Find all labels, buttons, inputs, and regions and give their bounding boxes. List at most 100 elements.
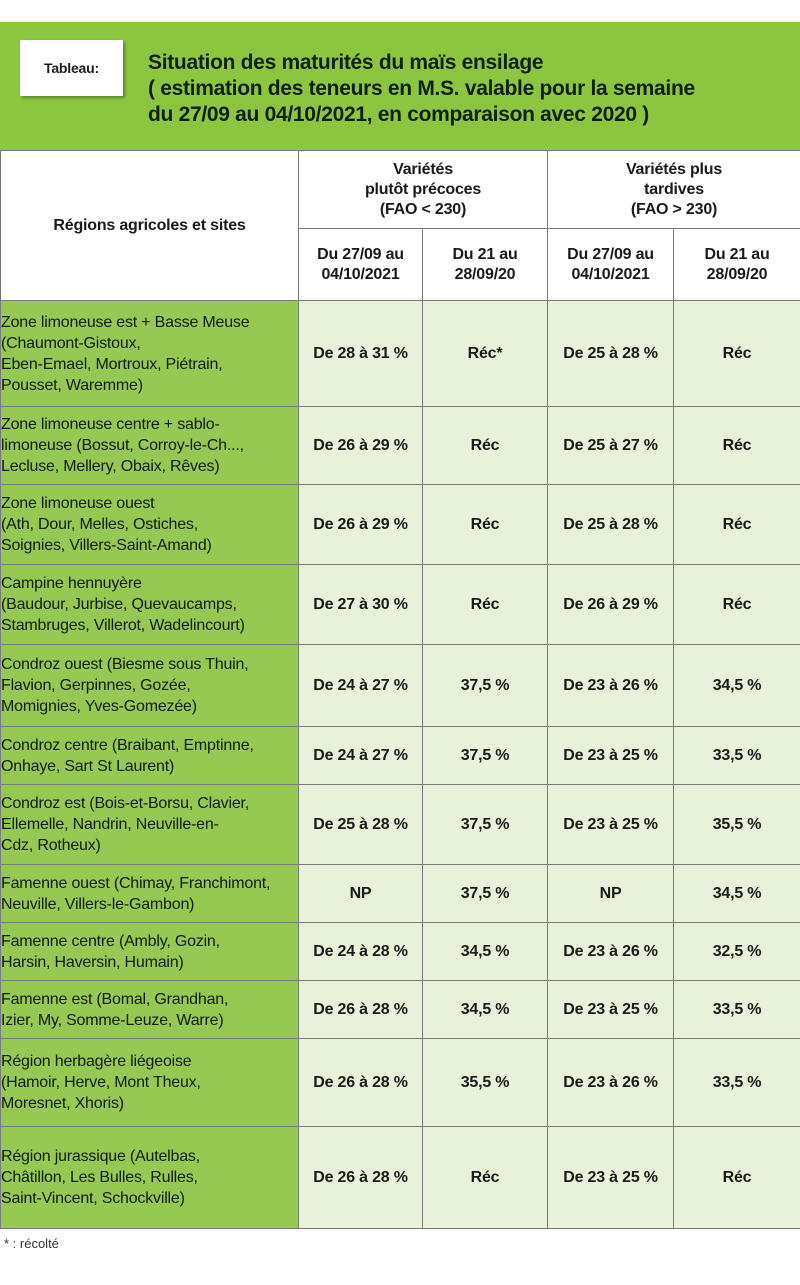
table-body: Zone limoneuse est + Basse Meuse (Chaumon… (0, 300, 800, 1229)
region-line: Châtillon, Les Bulles, Rulles, (1, 1169, 198, 1186)
region-line: Région herbagère liégeoise (1, 1053, 192, 1070)
region-cell: Condroz est (Bois-et-Borsu, Clavier, Elle… (0, 784, 299, 865)
value-cell: De 23 à 25 % (547, 726, 675, 785)
value-cell: 34,5 % (673, 864, 800, 923)
period-line: 28/09/20 (454, 265, 516, 283)
table-row: Région jurassique (Autelbas, Châtillon, L… (0, 1126, 800, 1229)
table-row: Famenne ouest (Chimay, Franchimont, Neuvi… (0, 864, 800, 923)
table-row: Famenne est (Bomal, Grandhan, Izier, My, … (0, 980, 800, 1039)
value-cell: 35,5 % (421, 1038, 549, 1127)
period-header: Du 27/09 au 04/10/2021 (298, 228, 423, 301)
region-line: Lecluse, Mellery, Obaix, Rêves) (1, 458, 220, 475)
value-cell: 33,5 % (673, 980, 800, 1039)
value-cell: De 24 à 27 % (298, 644, 423, 727)
region-line: Famenne ouest (Chimay, Franchimont, (1, 874, 271, 892)
value-cell: Réc (673, 300, 800, 407)
value-cell: De 26 à 28 % (298, 1038, 423, 1127)
region-line: Zone limoneuse est + Basse Meuse (1, 313, 250, 331)
period-line: Du 27/09 au (567, 245, 654, 263)
value-cell: Réc (673, 564, 800, 645)
group-header-late: Variétés plus tardives (FAO > 230) (547, 150, 800, 229)
value-cell: 33,5 % (673, 726, 800, 785)
value-cell: De 23 à 25 % (547, 980, 675, 1039)
table-row: Condroz centre (Braibant, Emptinne, Onhay… (0, 726, 800, 785)
region-line: (Baudour, Jurbise, Quevaucamps, (1, 596, 237, 613)
table-row: Famenne centre (Ambly, Gozin, Harsin, Hav… (0, 922, 800, 981)
value-cell: NP (298, 864, 423, 923)
title-line: ( estimation des teneurs en M.S. valable… (148, 77, 695, 100)
group-header-early: Variétés plutôt précoces (FAO < 230) (297, 150, 549, 229)
region-cell: Famenne centre (Ambly, Gozin, Harsin, Hav… (0, 922, 299, 981)
group-header-line: Variétés plus (625, 160, 723, 178)
maturity-table: Régions agricoles et sites Variétés plut… (0, 150, 800, 1229)
region-line: (Chaumont-Gistoux, (1, 334, 141, 352)
region-line: Neuville, Villers-le-Gambon) (1, 895, 195, 913)
period-line: 04/10/2021 (571, 265, 650, 283)
value-cell: Réc* (421, 300, 549, 407)
period-line: 04/10/2021 (321, 265, 400, 283)
value-cell: 34,5 % (421, 980, 549, 1039)
table-row: Région herbagère liégeoise (Hamoir, Herve… (0, 1038, 800, 1127)
value-cell: De 26 à 29 % (298, 406, 423, 485)
period-line: Du 21 au (704, 245, 770, 263)
region-line: Région jurassique (Autelbas, (1, 1148, 200, 1165)
region-cell: Zone limoneuse ouest (Ath, Dour, Melles, … (0, 484, 299, 565)
value-cell: 34,5 % (673, 644, 800, 727)
region-cell: Région herbagère liégeoise (Hamoir, Herve… (0, 1038, 299, 1127)
region-line: Famenne est (Bomal, Grandhan, (1, 990, 229, 1008)
group-header-line: (FAO > 230) (630, 200, 718, 218)
value-cell: De 24 à 27 % (298, 726, 423, 785)
value-cell: De 23 à 26 % (547, 1038, 675, 1127)
value-cell: De 25 à 28 % (547, 300, 675, 407)
value-cell: De 25 à 28 % (547, 484, 675, 565)
region-line: Momignies, Yves-Gomezée) (1, 698, 197, 715)
region-line: (Ath, Dour, Melles, Ostiches, (1, 516, 198, 533)
value-cell: De 27 à 30 % (298, 564, 423, 645)
value-cell: De 23 à 26 % (547, 922, 675, 981)
region-line: Condroz est (Bois-et-Borsu, Clavier, (1, 795, 250, 812)
value-cell: Réc (421, 1126, 549, 1229)
region-line: Onhaye, Sart St Laurent) (1, 757, 175, 775)
value-cell: De 25 à 28 % (298, 784, 423, 865)
table-tag: Tableau: (20, 40, 123, 96)
period-header: Du 21 au 28/09/20 (673, 228, 800, 301)
group-header-line: (FAO < 230) (379, 200, 467, 218)
table-row: Zone limoneuse est + Basse Meuse (Chaumon… (0, 300, 800, 407)
region-cell: Zone limoneuse centre + sablo-limoneuse … (0, 406, 299, 485)
title-line: du 27/09 au 04/10/2021, en comparaison a… (148, 103, 649, 126)
group-header-line: plutôt précoces (364, 180, 482, 198)
region-cell: Famenne ouest (Chimay, Franchimont, Neuvi… (0, 864, 299, 923)
region-line: Soignies, Villers-Saint-Amand) (1, 537, 212, 554)
period-header: Du 21 au 28/09/20 (421, 228, 549, 301)
value-cell: De 24 à 28 % (298, 922, 423, 981)
title-line: Situation des maturités du maïs ensilage (148, 51, 544, 74)
region-line: Harsin, Haversin, Humain) (1, 953, 184, 971)
region-line: Campine hennuyère (1, 575, 142, 592)
region-line: Zone limoneuse centre + sablo- (1, 416, 220, 433)
period-line: Du 27/09 au (317, 245, 404, 263)
table-row: Zone limoneuse ouest (Ath, Dour, Melles, … (0, 484, 800, 565)
value-cell: 37,5 % (421, 726, 549, 785)
footnote: * : récolté (4, 1236, 59, 1251)
value-cell: De 26 à 29 % (298, 484, 423, 565)
table-row: Condroz est (Bois-et-Borsu, Clavier, Elle… (0, 784, 800, 865)
region-line: Flavion, Gerpinnes, Gozée, (1, 677, 191, 694)
value-cell: 37,5 % (421, 864, 549, 923)
group-header-line: Variétés (393, 160, 453, 178)
period-header: Du 27/09 au 04/10/2021 (547, 228, 675, 301)
value-cell: 32,5 % (673, 922, 800, 981)
table-row: Campine hennuyère (Baudour, Jurbise, Quev… (0, 564, 800, 645)
title-banner: Tableau: Situation des maturités du maïs… (0, 22, 800, 150)
group-header-line: tardives (644, 180, 704, 198)
value-cell: Réc (673, 484, 800, 565)
region-line: Saint-Vincent, Schockville) (1, 1190, 185, 1207)
value-cell: Réc (421, 564, 549, 645)
region-line: Izier, My, Somme-Leuze, Warre) (1, 1011, 224, 1029)
period-line: 28/09/20 (706, 265, 768, 283)
region-cell: Famenne est (Bomal, Grandhan, Izier, My, … (0, 980, 299, 1039)
region-line: limoneuse (Bossut, Corroy-le-Ch..., (1, 437, 244, 454)
region-line: Zone limoneuse ouest (1, 495, 155, 512)
region-line: Condroz centre (Braibant, Emptinne, (1, 736, 254, 754)
region-line: Eben-Emael, Mortroux, Piétrain, (1, 355, 223, 373)
period-line: Du 21 au (452, 245, 518, 263)
